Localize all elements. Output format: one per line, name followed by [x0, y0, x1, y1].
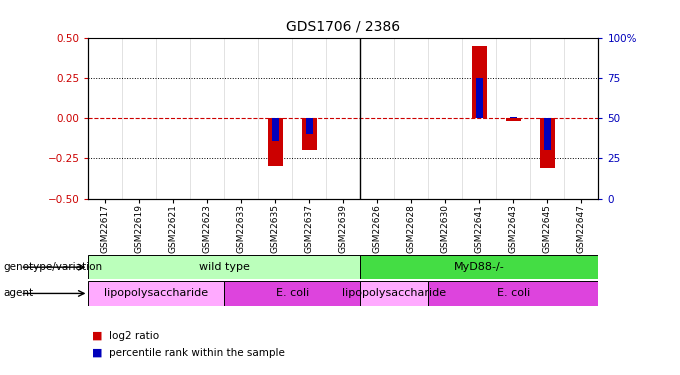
- Title: GDS1706 / 2386: GDS1706 / 2386: [286, 20, 401, 33]
- Bar: [506, 118, 521, 122]
- Bar: [88, 281, 224, 306]
- Bar: [510, 117, 517, 118]
- Text: ■: ■: [92, 348, 102, 357]
- Bar: [302, 118, 317, 150]
- Bar: [306, 118, 313, 134]
- Bar: [360, 281, 428, 306]
- Text: percentile rank within the sample: percentile rank within the sample: [109, 348, 285, 357]
- Bar: [472, 46, 487, 118]
- Text: MyD88-/-: MyD88-/-: [454, 262, 505, 272]
- Text: log2 ratio: log2 ratio: [109, 331, 159, 340]
- Text: lipopolysaccharide: lipopolysaccharide: [342, 288, 447, 298]
- Bar: [428, 281, 598, 306]
- Bar: [268, 118, 283, 166]
- Text: ■: ■: [92, 331, 102, 340]
- Bar: [224, 281, 360, 306]
- Text: wild type: wild type: [199, 262, 250, 272]
- Bar: [475, 78, 483, 118]
- Text: E. coli: E. coli: [497, 288, 530, 298]
- Text: agent: agent: [3, 288, 33, 298]
- Bar: [544, 118, 551, 150]
- Text: lipopolysaccharide: lipopolysaccharide: [104, 288, 209, 298]
- Text: E. coli: E. coli: [276, 288, 309, 298]
- Bar: [88, 255, 360, 279]
- Bar: [540, 118, 555, 168]
- Bar: [272, 118, 279, 141]
- Bar: [360, 255, 598, 279]
- Text: genotype/variation: genotype/variation: [3, 262, 103, 272]
